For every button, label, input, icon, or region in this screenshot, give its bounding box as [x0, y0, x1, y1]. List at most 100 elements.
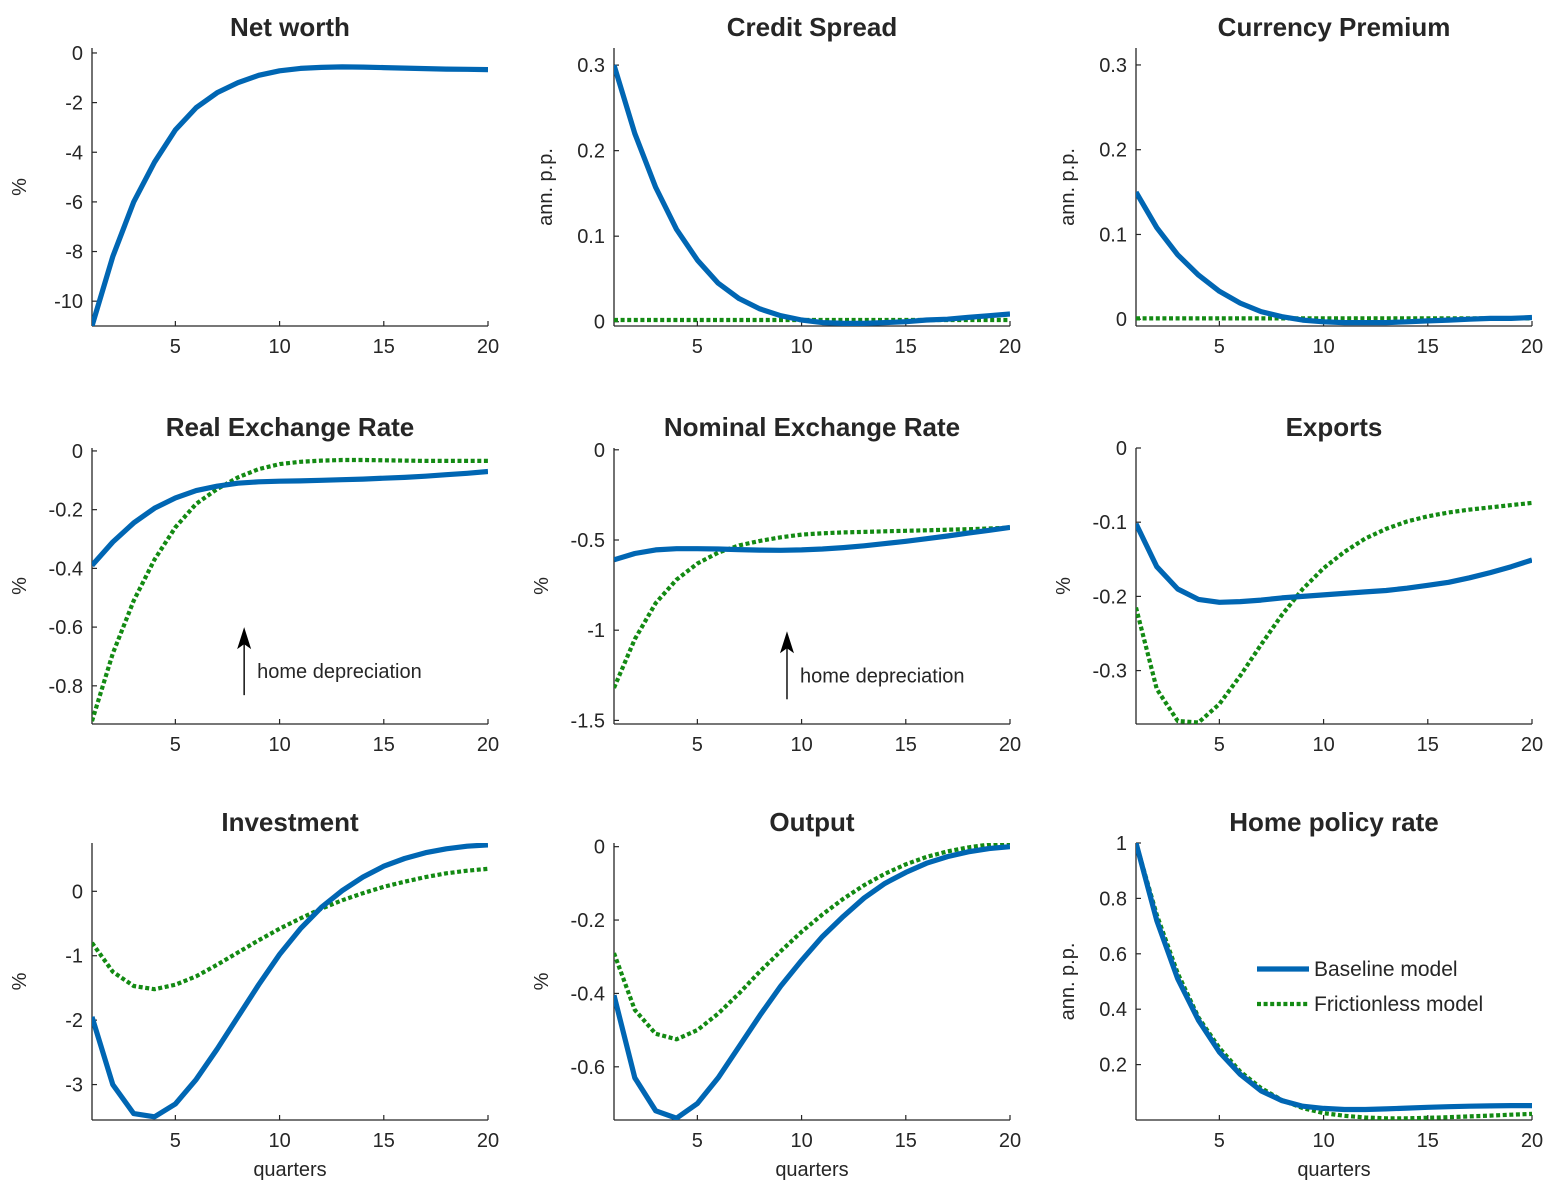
x-tick-label: 10 — [790, 336, 812, 358]
series-line-frictionless-model — [1136, 500, 1532, 724]
panel-exports: Exports 5 10 15 20 -0.3 -0.2 -0.1 0% — [1053, 412, 1543, 756]
x-tick-label: 20 — [999, 336, 1021, 358]
y-tick-label: 0.4 — [1099, 999, 1127, 1021]
x-tick-label: 5 — [692, 1130, 703, 1152]
series-line-baseline-model — [1136, 843, 1532, 1113]
panel-investment: Investment 5 10 15 20 -3 -2 -1 0% quarters — [9, 807, 499, 1181]
panel-net-worth: Net worth 5 10 15 20 -10 -8 -6 -4 -2 0% — [9, 12, 499, 358]
series-line-frictionless-model — [92, 457, 488, 722]
y-tick-label: 0 — [72, 441, 83, 463]
panel-credit-spread: Credit Spread 5 10 15 20 0 0.1 0.2 0.3 ann. p.p. — [535, 12, 1021, 358]
y-tick-label: 0 — [72, 881, 83, 903]
series-line-baseline-model — [614, 844, 1010, 1120]
x-axis-label: quarters — [775, 1159, 848, 1181]
y-axis-label: ann. p.p. — [1057, 148, 1079, 226]
legend-label-frictionless-model: Frictionless model — [1314, 993, 1483, 1016]
y-tick-label: -1 — [65, 946, 83, 968]
panel-title: Investment — [221, 807, 359, 837]
annotation: home depreciation — [779, 631, 965, 700]
y-axis-label: % — [531, 972, 553, 990]
panel-title: Home policy rate — [1229, 807, 1439, 837]
x-tick-label: 5 — [170, 336, 181, 358]
y-tick-label: -0.2 — [1093, 586, 1127, 608]
y-tick-label: 0.3 — [577, 55, 605, 77]
panel-real-exchange-rate: Real Exchange Rate 5 10 15 20 -0.8 -0.6 -0.4 -0.… — [9, 412, 499, 756]
x-tick-label: 20 — [1521, 1130, 1543, 1152]
y-tick-label: 0.2 — [1099, 140, 1127, 162]
y-axis-label: % — [1053, 577, 1075, 595]
x-tick-label: 20 — [477, 734, 499, 756]
y-tick-label: 0 — [72, 43, 83, 65]
y-tick-label: 0 — [594, 837, 605, 859]
y-tick-label: 0.3 — [1099, 55, 1127, 77]
y-tick-label: -0.8 — [49, 676, 83, 698]
series-line-baseline-model — [614, 64, 1010, 326]
x-axis-label: quarters — [253, 1159, 326, 1181]
y-tick-label: -0.1 — [1093, 512, 1127, 534]
y-tick-label: 0 — [1116, 438, 1127, 460]
panel-home-policy-rate: Home policy rate 5 10 15 20 0.2 0.4 0.6 0.8 1 ann.… — [1057, 807, 1543, 1181]
y-tick-label: 0.1 — [577, 226, 605, 248]
y-tick-label: -2 — [65, 1010, 83, 1032]
legend-label-baseline-model: Baseline model — [1314, 958, 1458, 981]
x-tick-label: 5 — [1214, 1130, 1225, 1152]
panel-title: Exports — [1286, 412, 1383, 442]
series-line-baseline-model — [1136, 190, 1532, 326]
y-tick-label: -0.3 — [1093, 661, 1127, 683]
x-tick-label: 15 — [373, 336, 395, 358]
y-tick-label: 1 — [1116, 833, 1127, 855]
y-tick-label: 0 — [594, 312, 605, 334]
arrow-up-icon — [237, 627, 252, 650]
y-tick-label: 0.6 — [1099, 944, 1127, 966]
x-tick-label: 20 — [477, 336, 499, 358]
x-tick-label: 15 — [895, 1130, 917, 1152]
x-tick-label: 15 — [1417, 336, 1439, 358]
y-axis-label: % — [9, 972, 31, 990]
y-axis-label: ann. p.p. — [535, 148, 557, 226]
y-tick-label: -1 — [587, 620, 605, 642]
arrow-up-icon — [779, 631, 794, 654]
panel-currency-premium: Currency Premium 5 10 15 20 0 0.1 0.2 0.3 ann. p.… — [1057, 12, 1543, 358]
y-tick-label: -0.6 — [571, 1057, 605, 1079]
series-line-frictionless-model — [614, 843, 1010, 1042]
panel-title: Nominal Exchange Rate — [664, 412, 960, 442]
legend: Baseline model Frictionless model — [1257, 958, 1483, 1016]
series-line-baseline-model — [92, 468, 488, 568]
y-tick-label: -6 — [65, 192, 83, 214]
panel-title: Net worth — [230, 12, 350, 42]
x-tick-label: 5 — [692, 734, 703, 756]
series-line-baseline-model — [1136, 522, 1532, 605]
x-tick-label: 5 — [1214, 734, 1225, 756]
x-tick-label: 10 — [790, 1130, 812, 1152]
panel-title: Output — [769, 807, 855, 837]
x-tick-label: 5 — [170, 734, 181, 756]
x-tick-label: 20 — [1521, 336, 1543, 358]
x-tick-label: 10 — [268, 336, 290, 358]
series-line-baseline-model — [92, 843, 488, 1120]
x-tick-label: 15 — [895, 734, 917, 756]
x-tick-label: 10 — [1312, 1130, 1334, 1152]
series-line-frictionless-model — [614, 525, 1010, 689]
y-tick-label: -3 — [65, 1075, 83, 1097]
series-line-frictionless-model — [92, 866, 488, 992]
y-tick-label: 0 — [1116, 309, 1127, 331]
x-tick-label: 20 — [999, 1130, 1021, 1152]
y-axis-label: ann. p.p. — [1057, 943, 1079, 1021]
y-tick-label: -0.4 — [49, 558, 83, 580]
x-tick-label: 15 — [895, 336, 917, 358]
x-tick-label: 5 — [1214, 336, 1225, 358]
y-axis-label: % — [9, 178, 31, 196]
series-line-baseline-model — [92, 64, 488, 326]
series-line-baseline-model — [614, 524, 1010, 563]
y-tick-label: -8 — [65, 242, 83, 264]
panel-title: Credit Spread — [727, 12, 898, 42]
annotation-text: home depreciation — [257, 661, 422, 683]
x-tick-label: 20 — [477, 1130, 499, 1152]
y-tick-label: -10 — [54, 291, 83, 313]
x-tick-label: 15 — [1417, 1130, 1439, 1152]
y-axis-label: % — [9, 577, 31, 595]
y-tick-label: -4 — [65, 142, 83, 164]
y-tick-label: 0.1 — [1099, 224, 1127, 246]
panel-nominal-exchange-rate: Nominal Exchange Rate 5 10 15 20 -1.5 -1 -0.5 0%… — [531, 412, 1021, 756]
